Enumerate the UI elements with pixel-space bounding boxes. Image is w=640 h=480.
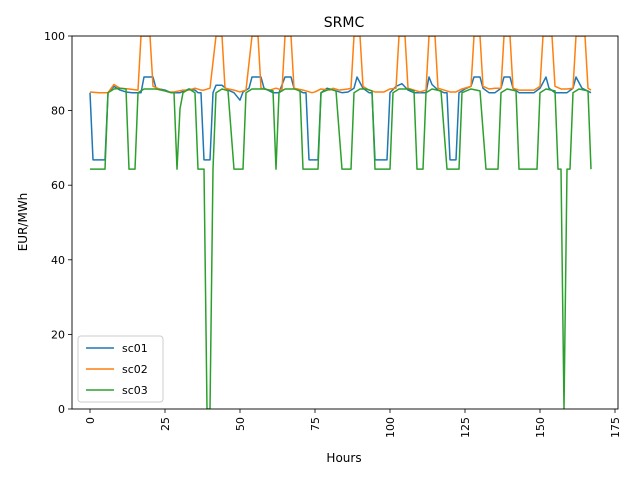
x-tick-label: 150 [534, 417, 547, 438]
x-tick-label: 0 [84, 417, 97, 424]
legend: sc01 sc02 sc03 [77, 335, 164, 403]
x-tick-label: 25 [159, 417, 172, 431]
chart-title: SRMC [324, 15, 365, 31]
y-tick-label: 40 [51, 254, 65, 267]
legend-box [77, 335, 164, 403]
y-tick-label: 60 [51, 179, 65, 192]
x-tick-label: 50 [234, 417, 247, 431]
legend-label-sc02: sc02 [122, 363, 148, 376]
y-tick-label: 100 [44, 30, 65, 43]
legend-label-sc01: sc01 [122, 342, 148, 355]
series-layer [89, 36, 592, 409]
x-tick-label: 100 [384, 417, 397, 438]
x-axis-label: Hours [326, 451, 361, 465]
x-tick-label: 75 [309, 417, 322, 431]
x-tick-label: 125 [459, 417, 472, 438]
series-line-sc03 [90, 87, 592, 409]
x-axis-ticks: 0 25 50 75 100 125 150 175 [84, 409, 622, 438]
y-axis-ticks: 0 20 40 60 80 100 [44, 30, 72, 416]
x-tick-label: 175 [609, 417, 622, 438]
y-axis-label: EUR/MWh [16, 193, 30, 252]
y-tick-label: 80 [51, 105, 65, 118]
y-tick-label: 20 [51, 328, 65, 341]
plot-frame [71, 35, 619, 410]
y-tick-label: 0 [58, 403, 65, 416]
legend-label-sc03: sc03 [122, 384, 148, 397]
